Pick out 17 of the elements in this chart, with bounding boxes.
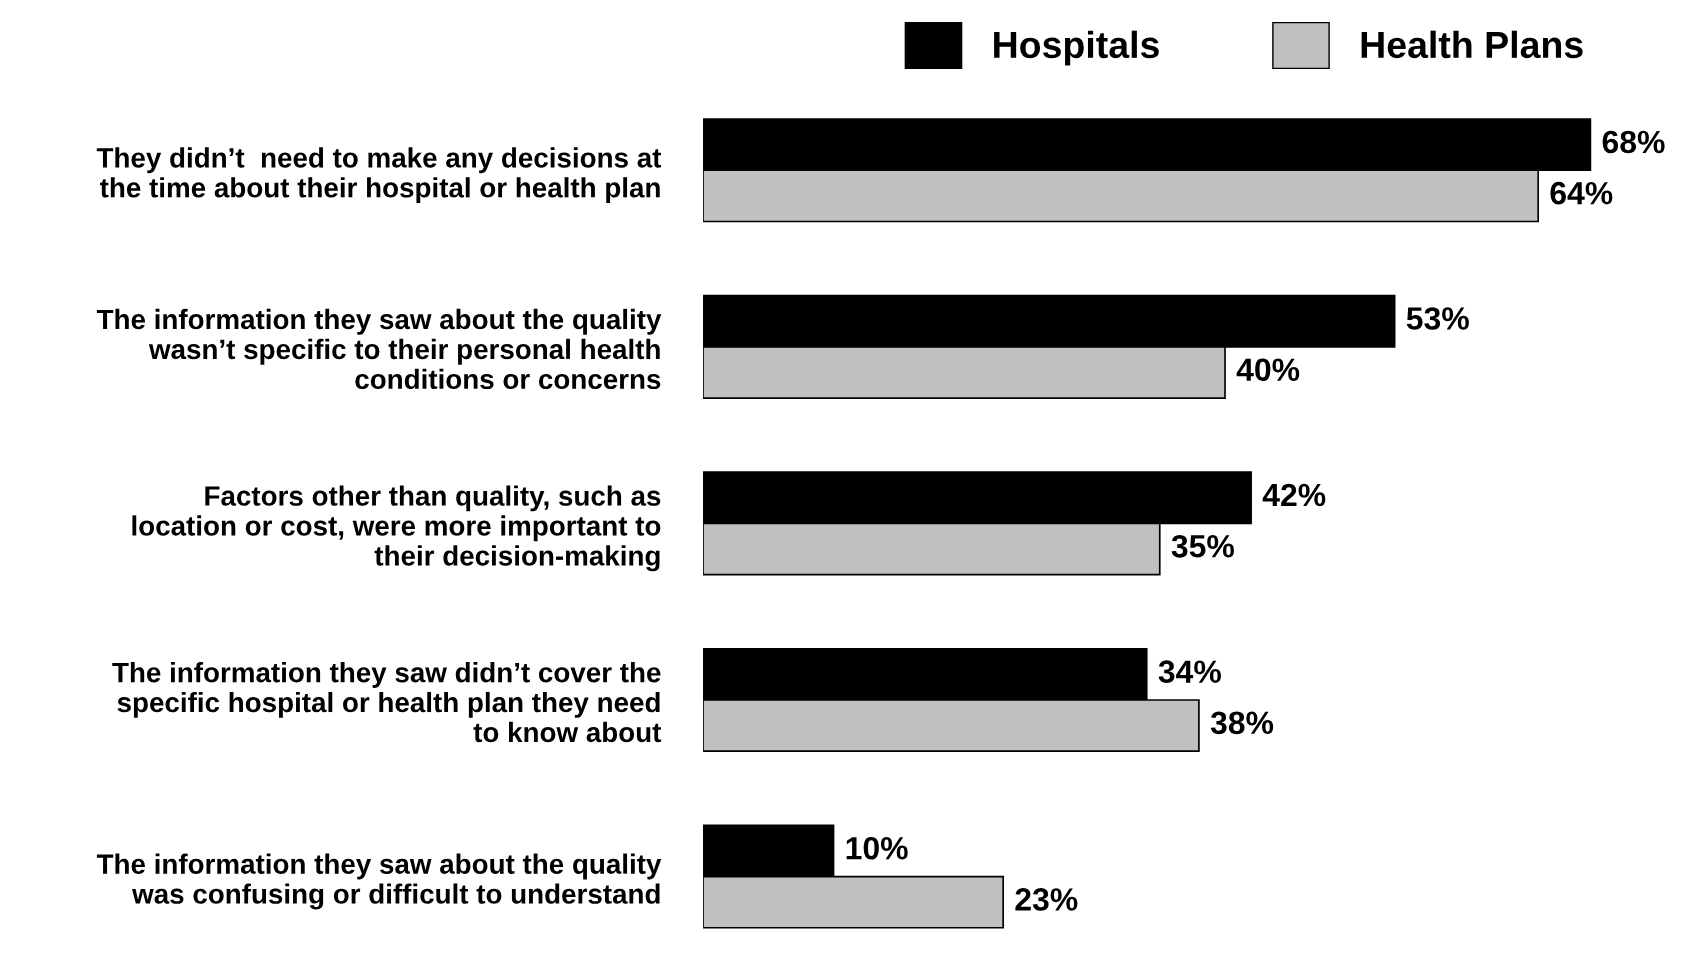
y-tick-label: Factors other than quality, such as location or cost, were more important to their decision-making <box>132 485 661 572</box>
data-label: 23% <box>1015 888 1078 911</box>
y-tick-label: The information they saw about the quality was confusing or difficult to understand <box>96 853 662 910</box>
data-label: 38% <box>1210 711 1274 735</box>
legend-label: Health Plans <box>1361 30 1583 59</box>
data-label: 53% <box>1406 307 1469 330</box>
y-tick-label: The information they saw about the quality wasn’t specific to their personal health conditions or concerns <box>96 308 662 390</box>
data-label: 35% <box>1171 534 1234 558</box>
data-label: 42% <box>1262 483 1326 507</box>
data-label: 40% <box>1236 358 1300 382</box>
data-label: 10% <box>846 836 908 860</box>
data-label: 64% <box>1550 181 1613 205</box>
y-tick-label: The information they saw didn’t cover the specific hospital or health plan they need to know about <box>112 662 662 743</box>
legend-label: Hospitals <box>994 30 1159 66</box>
y-tick-label: They didn’t need to make any decisions at the time about their hospital or health plan <box>96 147 662 204</box>
data-label: 34% <box>1158 660 1221 683</box>
data-label: 68% <box>1602 130 1665 154</box>
